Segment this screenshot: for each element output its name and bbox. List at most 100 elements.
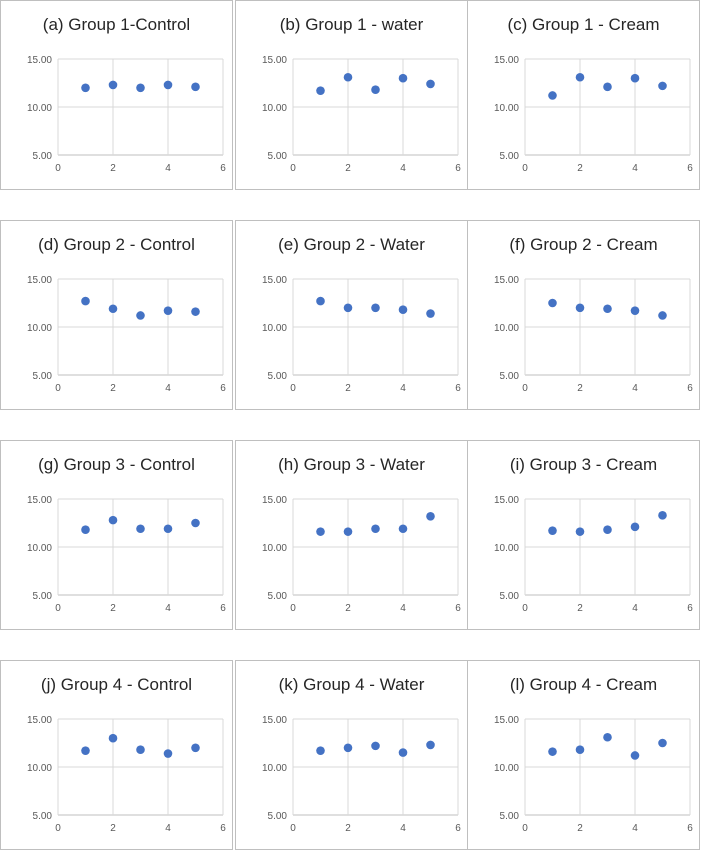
data-point (108, 733, 118, 743)
y-tick-label: 15.00 (27, 495, 52, 506)
x-tick-label: 6 (455, 383, 461, 394)
data-point (630, 73, 640, 83)
chart-panel: (e) Group 2 - Water 5.00 10.00 15.00 0 2 4 6 (235, 220, 468, 410)
x-tick-label: 0 (55, 163, 61, 174)
data-point (603, 732, 612, 742)
chart-title: (i) Group 3 - Cream (509, 455, 658, 474)
x-tick-label: 4 (400, 163, 406, 174)
data-point (548, 91, 557, 100)
x-tick-label: 4 (632, 383, 638, 394)
chart-title: (k) Group 4 - Water (278, 675, 425, 694)
y-tick-label: 15.00 (262, 275, 287, 286)
y-tick-label: 5.00 (33, 151, 53, 162)
y-tick-label: 10.00 (494, 323, 519, 334)
x-tick-label: 2 (577, 823, 583, 834)
data-point (343, 743, 353, 753)
data-point (575, 527, 585, 536)
chart-panel: (i) Group 3 - Cream 5.00 10.00 15.00 0 2 4 6 (467, 440, 700, 630)
y-tick-label: 5.00 (268, 811, 288, 822)
data-point (191, 743, 200, 753)
data-point (136, 524, 145, 534)
y-tick-label: 5.00 (33, 371, 53, 382)
chart-panel: (b) Group 1 - water 5.00 10.00 15.00 0 2 4 6 (235, 0, 468, 190)
scatter-plot: 5.00 10.00 15.00 0 2 4 6 (494, 715, 693, 834)
y-tick-label: 5.00 (268, 591, 288, 602)
x-tick-label: 6 (220, 823, 226, 834)
data-point (191, 307, 200, 316)
chart-panel: (l) Group 4 - Cream 5.00 10.00 15.00 0 2 4 6 (467, 660, 700, 850)
data-point (371, 85, 380, 95)
x-tick-label: 2 (110, 163, 116, 174)
data-point (603, 82, 612, 92)
data-point (136, 745, 145, 755)
x-tick-label: 2 (110, 603, 116, 614)
data-point (658, 81, 667, 91)
chart-title: (c) Group 1 - Cream (507, 15, 660, 34)
x-tick-label: 4 (400, 603, 406, 614)
scatter-plot: 5.00 10.00 15.00 0 2 4 6 (262, 495, 461, 614)
x-tick-label: 4 (165, 603, 171, 614)
y-tick-label: 15.00 (262, 715, 287, 726)
chart-title: (d) Group 2 - Control (38, 235, 195, 254)
x-tick-label: 6 (220, 383, 226, 394)
data-point (343, 72, 353, 82)
data-point (575, 303, 585, 313)
x-tick-label: 0 (522, 603, 528, 614)
x-tick-label: 2 (345, 163, 351, 174)
y-tick-label: 10.00 (494, 763, 519, 774)
data-point (163, 524, 173, 534)
data-point (316, 746, 325, 755)
data-point (316, 527, 325, 536)
chart-title: (f) Group 2 - Cream (509, 235, 658, 254)
data-point (658, 311, 667, 320)
y-tick-label: 10.00 (27, 323, 52, 334)
y-tick-label: 5.00 (33, 591, 53, 602)
y-tick-label: 5.00 (500, 811, 520, 822)
data-point (371, 741, 380, 751)
data-point (316, 86, 325, 95)
x-tick-label: 4 (165, 163, 171, 174)
x-tick-label: 0 (290, 603, 296, 614)
scatter-plot: 5.00 10.00 15.00 0 2 4 6 (27, 275, 226, 394)
y-tick-label: 10.00 (494, 543, 519, 554)
data-point (81, 525, 90, 535)
y-tick-label: 10.00 (27, 763, 52, 774)
y-tick-label: 5.00 (500, 591, 520, 602)
data-point (658, 511, 667, 520)
x-tick-label: 4 (632, 603, 638, 614)
y-tick-label: 15.00 (494, 55, 519, 66)
chart-panel: (a) Group 1-Control 5.00 10.00 15.00 0 2 4 6 (0, 0, 233, 190)
x-tick-label: 0 (55, 383, 61, 394)
data-point (108, 515, 118, 525)
scatter-plot: 5.00 10.00 15.00 0 2 4 6 (494, 55, 693, 174)
data-point (426, 740, 435, 750)
data-point (426, 511, 435, 521)
chart-title: (l) Group 4 - Cream (509, 675, 658, 694)
data-point (163, 80, 173, 90)
chart-panel: (j) Group 4 - Control 5.00 10.00 15.00 0 2 4 6 (0, 660, 233, 850)
x-tick-label: 2 (345, 823, 351, 834)
scatter-plot: 5.00 10.00 15.00 0 2 4 6 (27, 715, 226, 834)
data-point (630, 522, 640, 532)
y-tick-label: 5.00 (268, 151, 288, 162)
data-point (81, 83, 90, 93)
y-tick-label: 10.00 (262, 103, 287, 114)
x-tick-label: 0 (290, 823, 296, 834)
x-tick-label: 6 (455, 603, 461, 614)
data-point (108, 304, 118, 314)
data-point (548, 526, 557, 535)
x-tick-label: 4 (632, 823, 638, 834)
chart-title: (g) Group 3 - Control (38, 455, 195, 474)
scatter-plot: 5.00 10.00 15.00 0 2 4 6 (27, 55, 226, 174)
x-tick-label: 4 (165, 383, 171, 394)
x-tick-label: 6 (455, 823, 461, 834)
scatter-plot: 5.00 10.00 15.00 0 2 4 6 (494, 275, 693, 394)
data-point (398, 748, 408, 757)
x-tick-label: 0 (290, 163, 296, 174)
data-point (548, 747, 557, 756)
x-tick-label: 0 (55, 603, 61, 614)
x-tick-label: 0 (290, 383, 296, 394)
chart-panel: (c) Group 1 - Cream 5.00 10.00 15.00 0 2 4 6 (467, 0, 700, 190)
data-point (343, 527, 353, 536)
